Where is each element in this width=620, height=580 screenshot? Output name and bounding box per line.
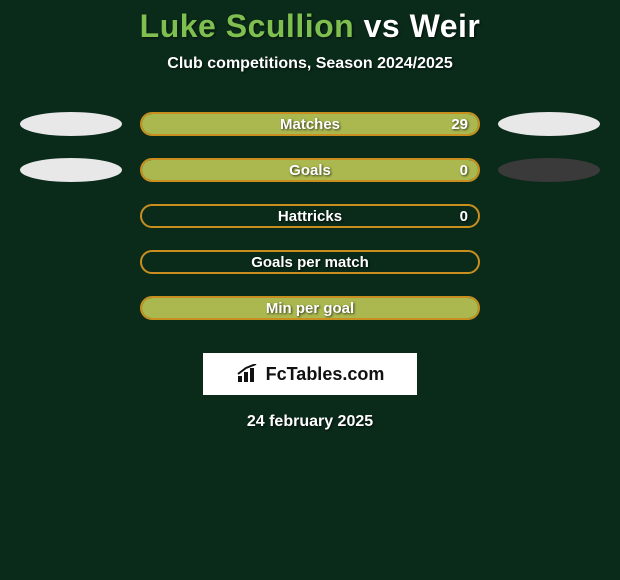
left-spacer [20, 204, 122, 228]
stat-row: Hattricks0 [0, 193, 620, 239]
stat-bar: Goals per match [140, 250, 480, 274]
subtitle: Club competitions, Season 2024/2025 [0, 55, 620, 73]
right-spacer [498, 250, 600, 274]
stat-label: Goals [142, 162, 478, 179]
stat-label: Goals per match [142, 254, 478, 271]
stat-value: 29 [451, 116, 468, 133]
title-vs: vs Weir [364, 8, 481, 44]
stat-value: 0 [460, 162, 468, 179]
right-ellipse [498, 112, 600, 136]
left-spacer [20, 250, 122, 274]
stat-bar: Hattricks0 [140, 204, 480, 228]
left-ellipse [20, 112, 122, 136]
stat-bar: Min per goal [140, 296, 480, 320]
logo-text: FcTables.com [266, 364, 385, 385]
stat-bar: Goals0 [140, 158, 480, 182]
stat-rows: Matches29Goals0Hattricks0Goals per match… [0, 101, 620, 331]
stat-value: 0 [460, 208, 468, 225]
stat-row: Min per goal [0, 285, 620, 331]
stat-label: Matches [142, 116, 478, 133]
left-ellipse [20, 158, 122, 182]
stat-label: Hattricks [142, 208, 478, 225]
stat-row: Matches29 [0, 101, 620, 147]
stat-row: Goals0 [0, 147, 620, 193]
stat-row: Goals per match [0, 239, 620, 285]
right-spacer [498, 204, 600, 228]
page-title: Luke Scullion vs Weir [0, 0, 620, 45]
logo-box: FcTables.com [203, 353, 417, 395]
bar-chart-icon [236, 364, 260, 384]
left-spacer [20, 296, 122, 320]
stat-bar: Matches29 [140, 112, 480, 136]
stat-label: Min per goal [142, 300, 478, 317]
right-spacer [498, 296, 600, 320]
title-player: Luke Scullion [140, 8, 355, 44]
date-text: 24 february 2025 [0, 413, 620, 431]
right-ellipse [498, 158, 600, 182]
